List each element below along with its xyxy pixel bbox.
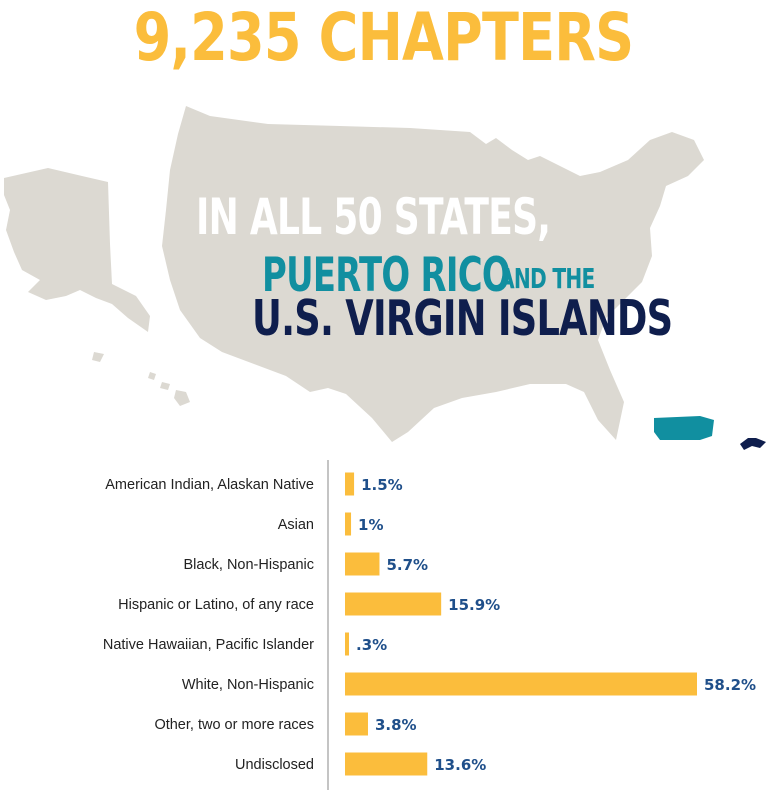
bar xyxy=(345,632,349,656)
value-label: 1% xyxy=(358,516,383,534)
value-label: 13.6% xyxy=(434,756,486,774)
bar xyxy=(345,672,697,696)
bar xyxy=(345,592,442,616)
virgin-islands-shape xyxy=(740,438,766,450)
map-text-and-the: AND THE xyxy=(499,262,595,295)
category-label: Undisclosed xyxy=(235,757,314,773)
map-text-puerto-rico: PUERTO RICO xyxy=(262,248,511,303)
map-text-states: IN ALL 50 STATES, xyxy=(196,188,551,246)
aleutian-islands-shape xyxy=(92,352,104,362)
alaska-shape xyxy=(4,168,150,332)
bar xyxy=(345,752,428,776)
headline: 9,235 CHAPTERS xyxy=(133,0,634,76)
value-label: 1.5% xyxy=(361,476,403,494)
hawaii-shape xyxy=(148,372,190,406)
category-label: Native Hawaiian, Pacific Islander xyxy=(103,637,314,653)
bar xyxy=(345,552,380,576)
value-label: 3.8% xyxy=(375,716,417,734)
value-label: .3% xyxy=(356,636,387,654)
value-label: 5.7% xyxy=(386,556,428,574)
bar xyxy=(345,472,355,496)
value-label: 15.9% xyxy=(448,596,500,614)
bar xyxy=(345,712,368,736)
value-label: 58.2% xyxy=(704,676,756,694)
category-label: Black, Non-Hispanic xyxy=(183,557,314,573)
bar xyxy=(345,512,352,536)
category-label: Other, two or more races xyxy=(154,717,314,733)
map-text-virgin-islands: U.S. VIRGIN ISLANDS xyxy=(252,290,673,347)
puerto-rico-shape xyxy=(654,416,714,440)
category-label: White, Non-Hispanic xyxy=(182,677,314,693)
category-label: Asian xyxy=(278,517,314,533)
contiguous-us-shape xyxy=(162,106,704,442)
category-label: American Indian, Alaskan Native xyxy=(105,477,314,493)
demographics-bar-chart: American Indian, Alaskan Native 1.5% Asian… xyxy=(103,460,756,790)
category-label: Hispanic or Latino, of any race xyxy=(118,597,314,613)
us-map xyxy=(4,106,766,450)
